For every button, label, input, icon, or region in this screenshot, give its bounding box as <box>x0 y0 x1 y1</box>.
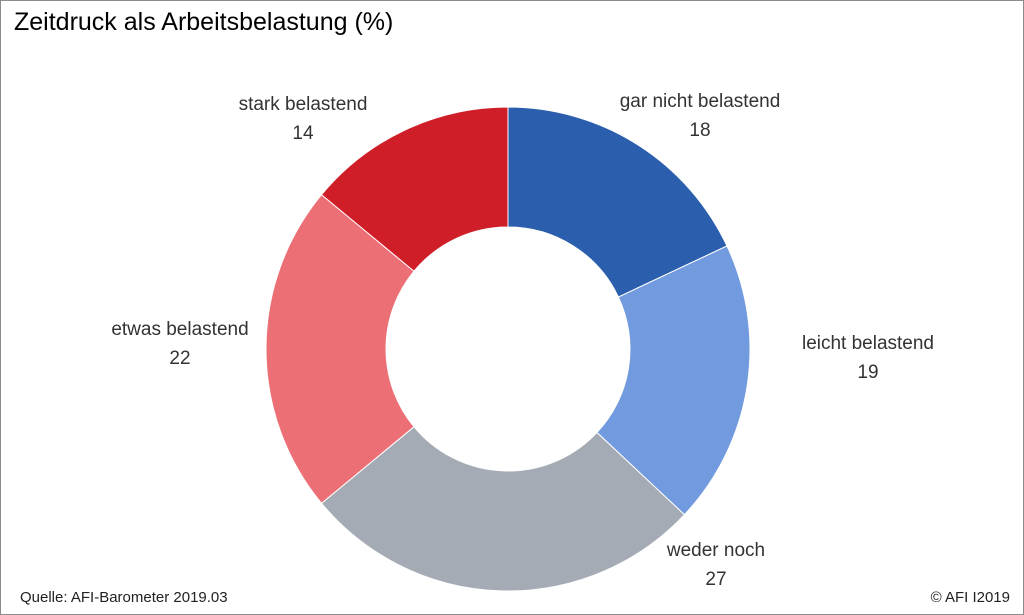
slice-value-label: 22 <box>169 348 190 369</box>
slice-leicht-belastend <box>596 245 751 516</box>
slice-weder-noch <box>320 426 686 592</box>
slice-category-label: gar nicht belastend <box>620 91 781 112</box>
slice-etwas-belastend <box>265 194 415 504</box>
slice-value-label: 27 <box>705 569 726 590</box>
slices-group <box>265 106 751 592</box>
slice-category-label: etwas belastend <box>111 319 248 340</box>
slice-value-label: 18 <box>689 120 710 141</box>
source-note: Quelle: AFI-Barometer 2019.03 <box>20 589 228 606</box>
slice-stark-belastend <box>320 106 509 272</box>
labels-group: gar nicht belastend 18 leicht belastend 19 w… <box>111 91 934 590</box>
copyright-note: © AFI I2019 <box>930 589 1010 606</box>
slice-gar-nicht-belastend <box>507 106 728 298</box>
slice-value-label: 19 <box>857 362 878 383</box>
slice-category-label: leicht belastend <box>802 333 934 354</box>
slice-category-label: weder noch <box>666 540 765 561</box>
chart-title: Zeitdruck als Arbeitsbelastung (%) <box>14 8 394 36</box>
slice-value-label: 14 <box>292 123 314 144</box>
slice-category-label: stark belastend <box>239 94 368 115</box>
